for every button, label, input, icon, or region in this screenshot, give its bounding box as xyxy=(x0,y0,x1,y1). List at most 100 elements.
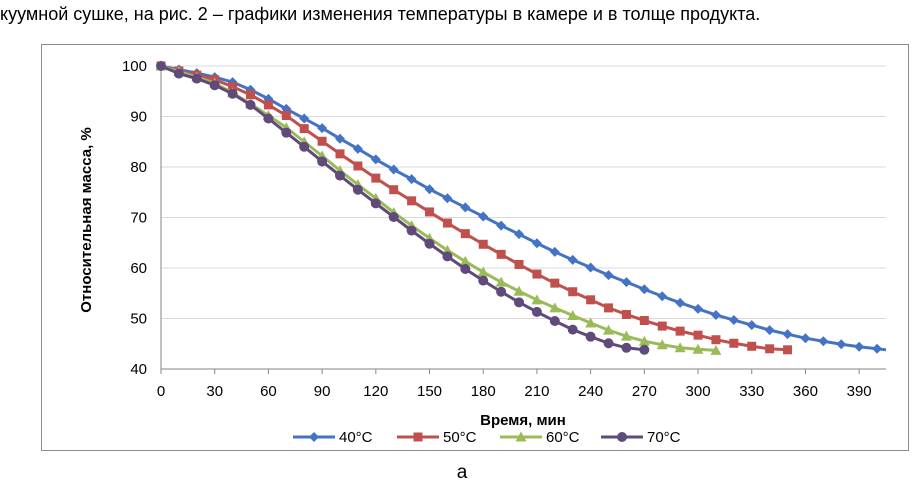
data-point xyxy=(657,291,668,302)
data-point xyxy=(800,333,811,344)
series-group xyxy=(155,60,887,355)
data-point xyxy=(514,229,525,240)
data-point xyxy=(173,68,184,79)
data-point xyxy=(710,344,722,355)
data-point xyxy=(477,266,489,277)
data-point xyxy=(531,306,542,317)
data-point xyxy=(567,324,578,335)
data-point xyxy=(442,193,453,204)
x-tick-label: 270 xyxy=(632,383,657,400)
data-point xyxy=(352,143,363,154)
relative-mass-chart: 40 50 60 70 80 90 100 0 30 60 90 120 150 180 210 240 270… xyxy=(78,58,887,446)
data-point xyxy=(317,123,328,134)
data-point xyxy=(425,207,435,217)
legend-marker xyxy=(617,432,627,442)
x-tick-label: 240 xyxy=(578,383,603,400)
data-point xyxy=(531,238,542,249)
legend-label: 50°C xyxy=(443,429,477,446)
data-point xyxy=(245,99,256,110)
x-axis-title: Время, мин xyxy=(480,412,566,429)
data-point xyxy=(675,297,686,308)
data-point xyxy=(764,325,775,336)
data-point xyxy=(710,309,721,320)
x-tick-label: 150 xyxy=(417,383,442,400)
chart-frame xyxy=(41,44,909,451)
y-tick-label: 90 xyxy=(130,109,147,126)
data-point xyxy=(550,278,560,288)
data-point xyxy=(585,262,596,273)
data-point xyxy=(335,133,346,144)
data-point xyxy=(818,336,829,347)
data-point xyxy=(353,161,363,171)
data-point xyxy=(442,218,452,228)
data-point xyxy=(693,303,704,314)
data-point xyxy=(514,259,524,269)
data-point xyxy=(459,255,471,266)
x-tick-label: 210 xyxy=(524,383,549,400)
body-text-line: куумной сушке, на рис. 2 – графики измен… xyxy=(0,4,761,24)
legend-label: 40°C xyxy=(339,429,373,446)
x-tick-label: 90 xyxy=(314,383,331,400)
data-point xyxy=(317,156,328,167)
data-point xyxy=(191,73,202,84)
data-point xyxy=(621,309,631,319)
data-point xyxy=(657,321,667,331)
data-point xyxy=(638,335,650,346)
data-point xyxy=(388,211,399,222)
y-tick-label: 40 xyxy=(130,361,147,378)
data-point xyxy=(603,324,615,335)
data-point xyxy=(639,344,650,355)
data-point xyxy=(782,329,793,340)
data-point xyxy=(246,90,256,100)
legend-marker xyxy=(515,431,527,442)
data-point xyxy=(407,196,417,206)
legend-marker xyxy=(309,432,319,442)
series-60°C xyxy=(155,60,722,355)
data-point xyxy=(586,295,596,305)
data-point xyxy=(478,239,488,249)
x-tick-label: 390 xyxy=(847,383,872,400)
data-point xyxy=(424,184,435,195)
data-point xyxy=(406,225,417,236)
data-point xyxy=(389,185,399,195)
legend-label: 60°C xyxy=(546,429,580,446)
data-point xyxy=(693,330,703,340)
data-point xyxy=(227,88,238,99)
data-point xyxy=(836,339,847,350)
data-point xyxy=(496,286,507,297)
data-point xyxy=(263,100,273,110)
legend-item: 70°C xyxy=(601,429,681,446)
data-point xyxy=(549,316,560,327)
data-point xyxy=(603,338,614,349)
legend-marker xyxy=(413,432,423,442)
legend-item: 50°C xyxy=(397,429,477,446)
data-point xyxy=(729,338,739,348)
data-point xyxy=(747,341,757,351)
data-point xyxy=(692,343,704,354)
grid-lines xyxy=(160,65,886,374)
data-point xyxy=(532,269,542,279)
data-point xyxy=(299,124,309,134)
data-point xyxy=(478,275,489,286)
legend-item: 40°C xyxy=(293,429,373,446)
data-point xyxy=(317,136,327,146)
legend: 40°C 50°C 60°C 70°C xyxy=(293,429,681,446)
data-point xyxy=(639,284,650,295)
data-point xyxy=(675,326,685,336)
data-point xyxy=(567,309,579,320)
x-tick-label: 0 xyxy=(157,383,165,400)
data-point xyxy=(442,251,453,262)
x-tick-label: 300 xyxy=(686,383,711,400)
data-point xyxy=(621,342,632,353)
data-point xyxy=(281,110,291,120)
y-tick-label: 70 xyxy=(130,210,147,227)
data-point xyxy=(620,330,632,341)
data-point xyxy=(872,343,883,354)
data-point xyxy=(621,277,632,288)
data-point xyxy=(531,294,543,305)
data-point xyxy=(674,342,686,353)
data-point xyxy=(585,317,597,328)
data-point xyxy=(478,211,489,222)
tick-labels: 40 50 60 70 80 90 100 0 30 60 90 120 150 180 210 240 270… xyxy=(122,58,872,400)
data-point xyxy=(495,276,507,287)
